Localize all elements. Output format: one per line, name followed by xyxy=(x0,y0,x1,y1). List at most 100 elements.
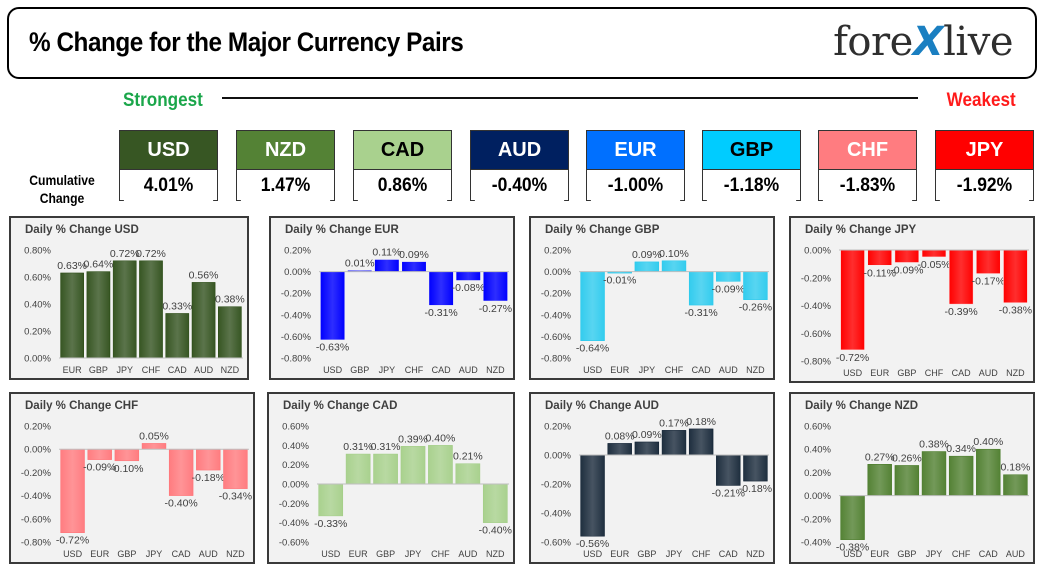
data-label: 0.18% xyxy=(686,416,716,428)
data-label: -0.40% xyxy=(165,498,198,510)
x-tick-label: AUD xyxy=(458,549,478,559)
data-label: -0.05% xyxy=(917,259,950,271)
currency-value: -0.40% xyxy=(474,170,565,202)
y-tick-label: 0.20% xyxy=(282,460,309,471)
bar-usd xyxy=(840,495,865,540)
y-tick-label: -0.40% xyxy=(801,538,832,549)
x-tick-label: JPY xyxy=(146,549,163,559)
data-label: -0.63% xyxy=(316,342,349,354)
data-label: -0.64% xyxy=(576,343,609,355)
bar-nzd xyxy=(223,448,248,489)
x-tick-label: JPY xyxy=(666,549,683,559)
x-tick-label: JPY xyxy=(639,365,656,375)
x-tick-label: CAD xyxy=(432,365,452,375)
data-label: -0.33% xyxy=(314,518,347,530)
ranking-line xyxy=(222,97,918,99)
currency-value: 4.01% xyxy=(123,170,214,202)
y-tick-label: 0.00% xyxy=(24,445,51,456)
bar-chf xyxy=(661,260,687,272)
y-tick-label: -0.60% xyxy=(541,332,572,343)
currency-value: 0.86% xyxy=(357,170,448,202)
data-label: -0.31% xyxy=(685,307,718,319)
y-tick-label: 0.60% xyxy=(804,422,831,433)
bar-chf xyxy=(402,261,426,272)
chart-svg-nzd: 0.60% 0.40% 0.20% 0.00% -0.20% -0.40% -0.38%US… xyxy=(801,422,1030,560)
currency-box-5: EUR -1.00% xyxy=(586,130,685,202)
bar-eur xyxy=(607,443,632,456)
currency-name: NZD xyxy=(237,131,334,170)
bar-jpy xyxy=(112,260,137,359)
chart-svg-chf: 0.20% 0.00% -0.20% -0.40% -0.60% -0.80% -0.72%… xyxy=(21,422,252,560)
data-label: 0.08% xyxy=(605,430,635,442)
x-tick-label: GBP xyxy=(897,368,916,378)
x-tick-label: NZD xyxy=(746,365,765,375)
x-tick-label: CAD xyxy=(692,365,712,375)
bar-gbp xyxy=(86,271,111,359)
data-label: -0.72% xyxy=(836,352,869,364)
y-tick-label: -0.20% xyxy=(541,289,572,300)
data-label: -0.09% xyxy=(712,283,745,295)
y-tick-label: 0.00% xyxy=(282,480,309,491)
x-tick-label: EUR xyxy=(610,549,630,559)
x-tick-label: CHF xyxy=(405,365,424,375)
cumulative-label-line2: Change xyxy=(39,191,85,206)
chart-panel-eur: Daily % Change EUR 0.20% 0.00% -0.20% -0.40… xyxy=(269,216,515,380)
y-tick-label: 0.40% xyxy=(282,441,309,452)
logo-text-before: fore xyxy=(833,19,913,65)
bar-jpy xyxy=(661,430,687,456)
y-tick-label: -0.80% xyxy=(21,538,52,549)
currency-value: -1.92% xyxy=(939,170,1030,202)
bar-aud xyxy=(976,249,1001,274)
bar-eur xyxy=(867,464,892,496)
chart-panel-jpy: Daily % Change JPY 0.00% -0.20% -0.40% -0.6… xyxy=(789,216,1035,383)
y-tick-label: -0.80% xyxy=(801,357,832,368)
y-tick-label: -0.40% xyxy=(541,310,572,321)
x-tick-label: CHF xyxy=(925,368,944,378)
y-tick-label: -0.20% xyxy=(279,499,310,510)
y-tick-label: 0.60% xyxy=(24,273,51,284)
x-tick-label: AUD xyxy=(459,365,479,375)
chart-panel-nzd: Daily % Change NZD 0.60% 0.40% 0.20% 0.00% -… xyxy=(789,392,1035,564)
currency-box-6: GBP -1.18% xyxy=(702,130,801,202)
logo-text-after: live xyxy=(943,19,1013,65)
data-label: 0.09% xyxy=(399,249,429,261)
bar-usd xyxy=(840,249,865,351)
data-label: 0.26% xyxy=(892,452,922,464)
currency-name: USD xyxy=(120,131,217,170)
y-tick-label: -0.60% xyxy=(279,538,310,549)
bar-aud xyxy=(196,448,221,471)
currency-box-4: AUD -0.40% xyxy=(470,130,569,202)
currency-name: GBP xyxy=(703,131,800,170)
bar-gbp xyxy=(634,441,660,456)
data-label: 0.39% xyxy=(398,433,428,445)
currency-name: EUR xyxy=(587,131,684,170)
bar-jpy xyxy=(400,446,426,485)
data-label: -0.56% xyxy=(576,538,609,550)
data-label: -0.08% xyxy=(452,282,485,294)
x-tick-label: AUD xyxy=(719,365,739,375)
y-tick-label: 0.20% xyxy=(24,327,51,338)
bar-nzd xyxy=(743,454,768,482)
data-label: 0.63% xyxy=(57,260,87,272)
y-tick-label: -0.20% xyxy=(801,273,832,284)
x-tick-label: NZD xyxy=(1006,368,1025,378)
data-label: 0.09% xyxy=(632,429,662,441)
currency-value: -1.83% xyxy=(822,170,913,202)
x-tick-label: EUR xyxy=(870,368,890,378)
bar-aud xyxy=(191,282,216,359)
x-tick-label: EUR xyxy=(610,365,630,375)
data-label: 0.11% xyxy=(372,247,401,259)
chart-title: Daily % Change NZD xyxy=(805,400,919,412)
currency-box-3: CAD 0.86% xyxy=(353,130,452,202)
chart-svg-jpy: 0.00% -0.20% -0.40% -0.60% -0.80% -0.72% USD -0… xyxy=(801,246,1032,379)
y-tick-label: -0.40% xyxy=(281,310,312,321)
data-label: -0.17% xyxy=(972,276,1005,288)
x-tick-label: AUD xyxy=(979,368,999,378)
data-label: -0.26% xyxy=(739,302,772,314)
logo-x: X xyxy=(912,19,944,65)
data-label: 0.27% xyxy=(865,451,895,463)
bar-cad xyxy=(948,249,974,305)
data-label: 0.38% xyxy=(919,439,949,451)
bar-nzd xyxy=(483,271,508,301)
chart-panel-gbp: Daily % Change GBP 0.20% 0.00% -0.20% -0.40… xyxy=(529,216,775,380)
